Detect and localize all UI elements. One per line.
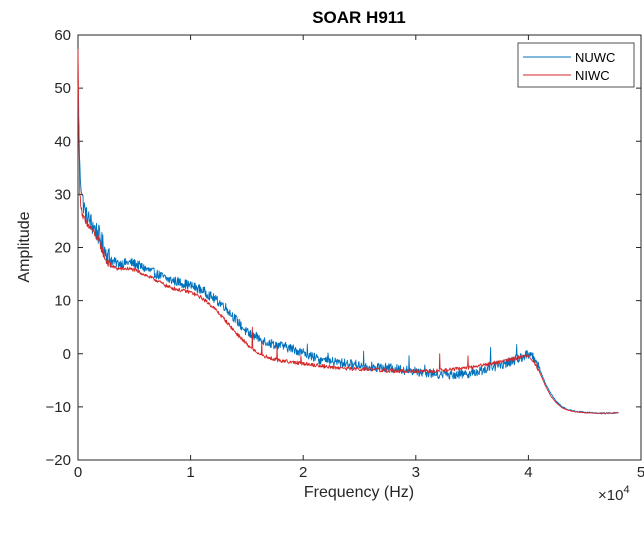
plot-area: [77, 34, 642, 461]
y-tick-label: 0: [63, 346, 71, 363]
x-exponent-power: 4: [623, 484, 629, 496]
legend-label-niwc: NIWC: [575, 68, 610, 83]
y-tick-label: 40: [54, 133, 71, 150]
y-tick-label: 10: [54, 293, 71, 310]
legend: NUWC NIWC: [517, 42, 635, 88]
x-axis-label: Frequency (Hz): [304, 484, 414, 501]
x-tick-label: 1: [186, 464, 194, 481]
x-tick-label: 5: [637, 464, 644, 481]
legend-label-nuwc: NUWC: [575, 50, 615, 65]
x-tick-label: 2: [299, 464, 307, 481]
x-exponent-base: ×10: [598, 487, 623, 504]
series-layer: [77, 48, 619, 415]
x-tick-label: 3: [412, 464, 420, 481]
x-tick-label: 4: [524, 464, 532, 481]
x-tick-label: 0: [74, 464, 82, 481]
series-line-niwc: [77, 48, 619, 414]
y-tick-label: 60: [54, 27, 71, 44]
y-tick-label: −10: [46, 399, 71, 416]
y-tick-label: 20: [54, 240, 71, 257]
axis-ticks: 0 1 2 3 4 5 −20 −10 0 10 20 30 40 50 60: [46, 27, 644, 481]
y-tick-label: 50: [54, 80, 71, 97]
legend-box: [517, 42, 635, 88]
y-tick-label: −20: [46, 452, 71, 469]
x-exponent-label: ×104: [598, 484, 630, 504]
chart-title: SOAR H911: [312, 8, 406, 27]
y-tick-label: 30: [54, 186, 71, 203]
y-axis-label: Amplitude: [16, 211, 33, 282]
